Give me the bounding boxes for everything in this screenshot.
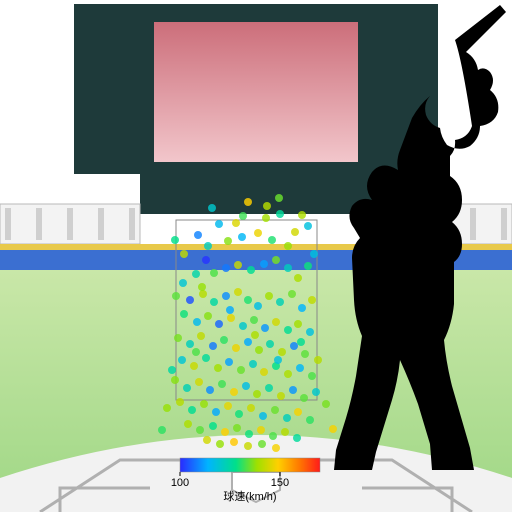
legend-axis-label: 球速(km/h) xyxy=(223,489,276,503)
legend-tick-label: 150 xyxy=(271,477,289,489)
legend-tick-label: 100 xyxy=(171,477,189,489)
